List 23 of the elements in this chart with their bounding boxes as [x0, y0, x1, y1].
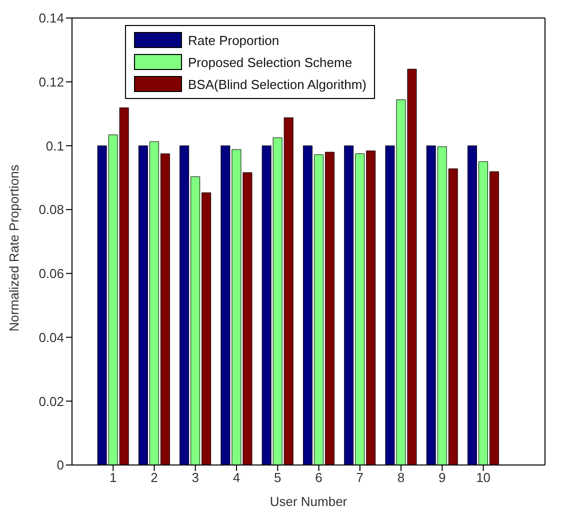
x-tick-label: 9 [438, 470, 446, 486]
x-tick-label: 1 [110, 470, 117, 486]
x-tick-label: 2 [150, 470, 158, 486]
y-tick-label: 0.02 [38, 394, 64, 409]
y-tick-label: 0.06 [38, 266, 64, 282]
x-tick-label: 3 [192, 470, 200, 486]
y-tick-label: 0.04 [38, 330, 64, 345]
y-tick-label: 0.08 [38, 202, 64, 218]
x-tick-label: 8 [397, 470, 405, 486]
x-tick-label: 4 [232, 470, 240, 486]
x-tick-label: 10 [476, 470, 491, 486]
y-tick-label: 0.1 [46, 138, 64, 154]
y-tick-label: 0.14 [38, 10, 64, 26]
x-tick-label: 5 [274, 470, 282, 486]
x-tick-label: 7 [356, 470, 364, 486]
legend-label: Rate Proportion [188, 32, 280, 48]
y-tick-label: 0 [56, 458, 64, 473]
y-tick-label: 0.12 [38, 74, 64, 90]
legend-label: BSA(Blind Selection Algorithm) [188, 76, 366, 92]
x-tick-label: 6 [315, 470, 322, 486]
legend-label: Proposed Selection Scheme [188, 54, 352, 70]
x-axis-title: User Number [270, 494, 348, 509]
y-axis-title: Normalized Rate Proportions [6, 164, 22, 332]
